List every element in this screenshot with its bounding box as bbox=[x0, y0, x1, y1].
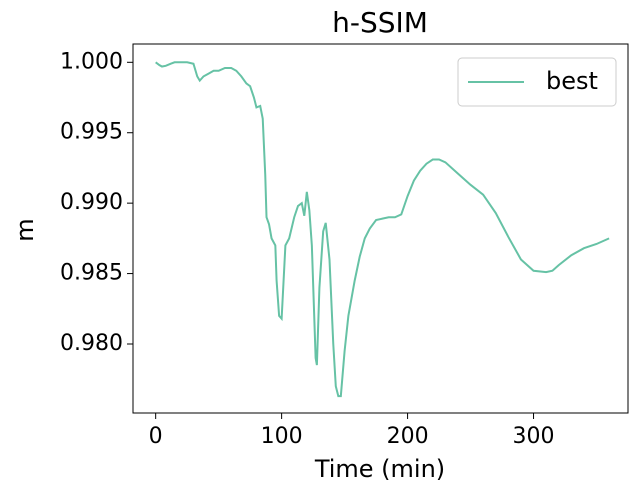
y-tick-label: 1.000 bbox=[60, 49, 123, 74]
x-tick-label: 0 bbox=[149, 424, 163, 449]
line bbox=[155, 61, 610, 398]
legend-label: best bbox=[546, 67, 598, 95]
chart-title: h-SSIM bbox=[332, 6, 428, 39]
y-tick-label: 0.995 bbox=[60, 120, 123, 145]
y-tick-label: 0.985 bbox=[60, 261, 123, 286]
plot-frame bbox=[132, 43, 629, 414]
x-tick-label: 100 bbox=[261, 424, 303, 449]
x-tick-label: 300 bbox=[513, 424, 555, 449]
legend-box bbox=[457, 57, 617, 107]
x-axis-label: Time (min) bbox=[314, 455, 445, 483]
y-tick-label: 0.980 bbox=[60, 331, 123, 356]
y-axis-label: m bbox=[11, 218, 39, 241]
x-tick-label: 200 bbox=[387, 424, 429, 449]
y-tick-label: 0.990 bbox=[60, 190, 123, 215]
